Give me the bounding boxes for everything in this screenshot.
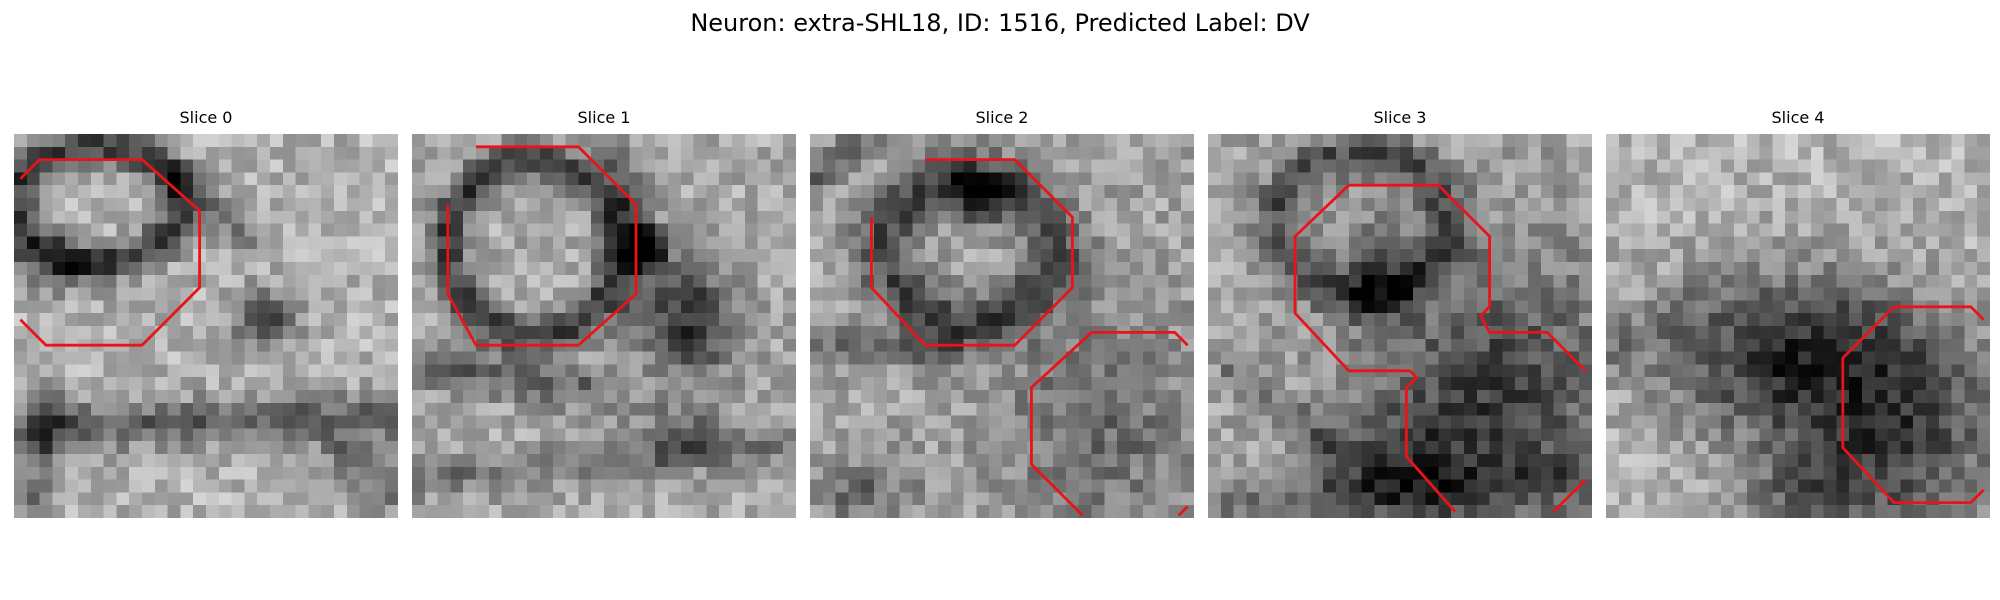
slice-title: Slice 0 — [179, 108, 233, 127]
slice-image — [810, 134, 1194, 518]
slice-image — [1208, 134, 1592, 518]
slice-title: Slice 4 — [1771, 108, 1825, 127]
slice-image — [412, 134, 796, 518]
slice-panel-4: Slice 4 — [1606, 108, 1990, 518]
slice-title: Slice 1 — [577, 108, 631, 127]
contour-line — [1293, 184, 1411, 373]
slice-image — [14, 134, 398, 518]
slice-title: Slice 2 — [975, 108, 1029, 127]
contour-line — [870, 158, 1074, 347]
contour-line — [1404, 369, 1457, 513]
slice-panel-3: Slice 3 — [1208, 108, 1592, 518]
slice-panel-0: Slice 0 — [14, 108, 398, 518]
contour-line — [446, 145, 638, 347]
contour-line — [19, 158, 202, 347]
slice-panel-1: Slice 1 — [412, 108, 796, 518]
contour-line — [1552, 478, 1587, 513]
contour-line — [1177, 505, 1189, 517]
contour-line — [1841, 305, 1985, 505]
slice-image — [1606, 134, 1990, 518]
contour-line — [1030, 330, 1189, 517]
slice-title: Slice 3 — [1373, 108, 1427, 127]
slice-panel-2: Slice 2 — [810, 108, 1194, 518]
contour-line — [1348, 183, 1587, 372]
figure-title: Neuron: extra-SHL18, ID: 1516, Predicted… — [690, 9, 1310, 37]
